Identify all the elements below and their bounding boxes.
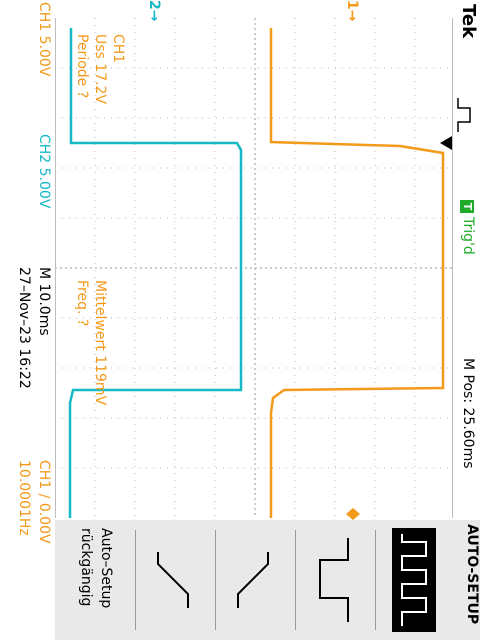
menu-separator	[135, 530, 136, 630]
ch2-trace	[68, 28, 243, 518]
falling-edge-icon	[157, 552, 189, 608]
menu-separator	[375, 530, 376, 630]
menu-separator	[295, 530, 296, 630]
trigger-status: T Trig'd	[460, 200, 476, 255]
trigger-position-icon	[346, 508, 360, 520]
rising-edge-icon	[237, 552, 269, 608]
measure-period: Periode ?	[74, 34, 90, 99]
measure-mean: Mittelwert 119mV	[92, 280, 108, 406]
measure-uss: Uss 17.2V	[92, 34, 108, 105]
measure-title: CH1	[110, 34, 126, 64]
graticule	[55, 18, 453, 518]
ch1-ground-marker: 1→	[344, 0, 360, 22]
date-time: 27–Nov–23 16:22	[16, 267, 32, 389]
ch1-trace	[269, 28, 445, 518]
ch1-scale: CH1 5.00V	[36, 2, 52, 77]
timebase: M 10.0ms	[36, 267, 52, 336]
trigger-setting: CH1 ∕ 0.00V	[36, 460, 52, 544]
ch2-scale: CH2 5.00V	[36, 134, 52, 209]
undo-label-line1: Auto–Setup	[98, 528, 114, 609]
horizontal-position: M Pos: 25.60ms	[460, 358, 476, 469]
trigger-frequency: 10.0001Hz	[16, 460, 32, 536]
menu-separator	[215, 530, 216, 630]
plot-frame	[55, 18, 453, 518]
multi-cycle-button[interactable]	[392, 528, 436, 632]
single-cycle-button[interactable]	[312, 532, 356, 628]
rising-edge-button[interactable]	[232, 548, 276, 618]
undo-autosetup-button[interactable]: Auto–Setup rückgängig	[70, 528, 116, 632]
ch2-ground-marker: 2→	[146, 0, 162, 22]
multi-cycle-icon	[401, 534, 427, 626]
brand-logo: Tek	[458, 4, 479, 39]
trigger-level-icon	[440, 136, 452, 150]
trigger-status-label: Trig'd	[460, 217, 476, 255]
waveform-display	[55, 18, 453, 518]
undo-label-line2: rückgängig	[78, 528, 94, 607]
single-cycle-icon	[319, 538, 349, 622]
measure-freq: Freq. ?	[74, 280, 90, 327]
acquisition-icon	[457, 98, 471, 132]
menu-title: AUTO-SETUP	[464, 524, 480, 625]
trigger-status-box: T	[460, 200, 474, 213]
falling-edge-button[interactable]	[152, 548, 196, 618]
